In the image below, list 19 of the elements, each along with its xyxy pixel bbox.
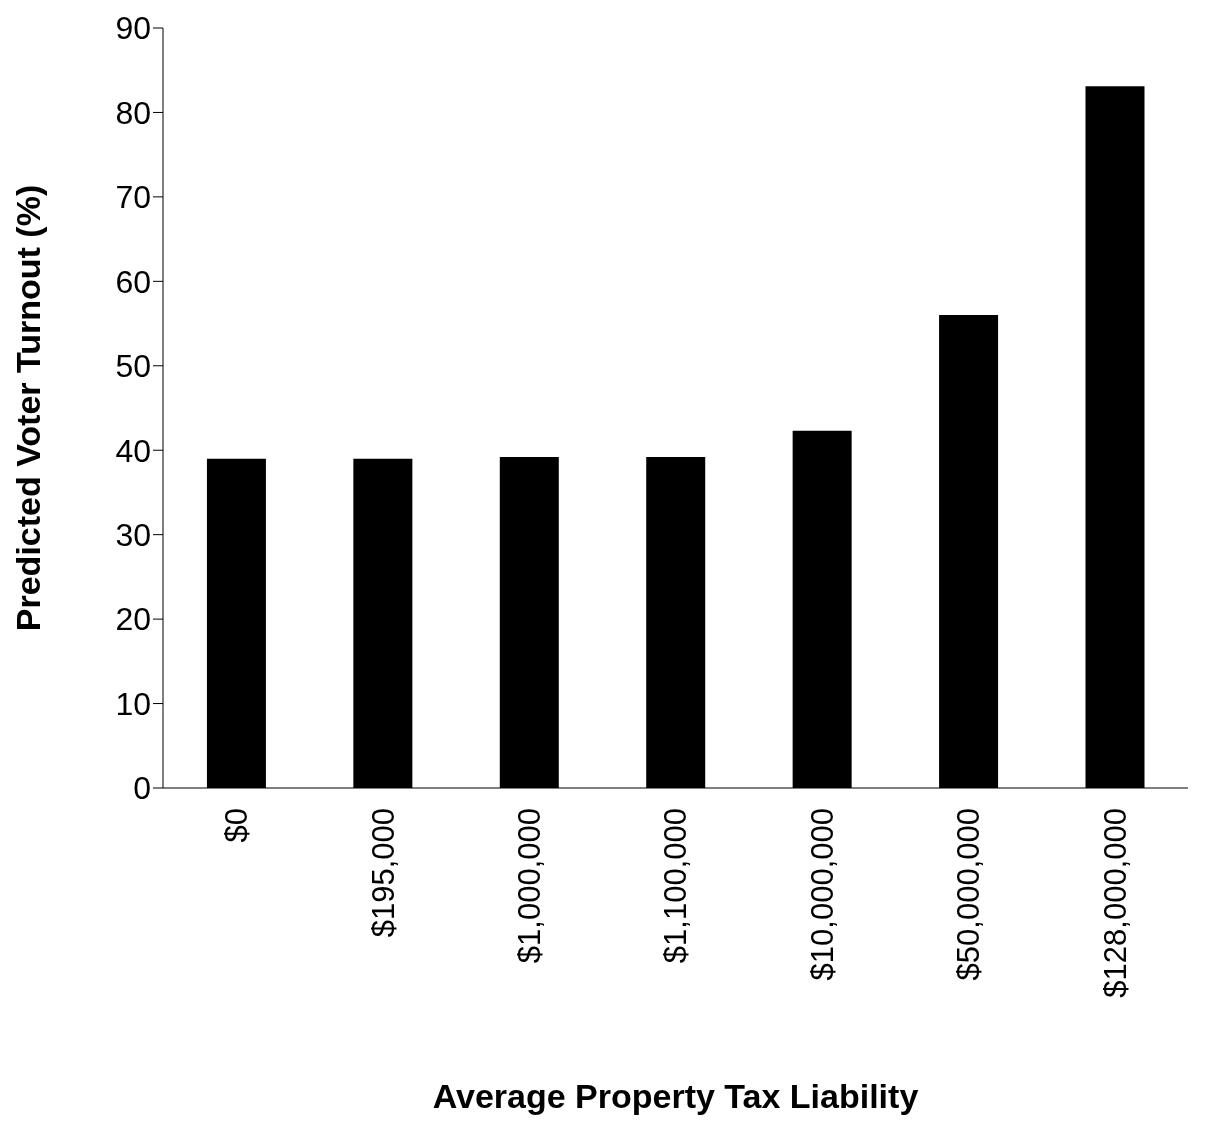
y-tick-label: 20	[115, 601, 151, 638]
x-tick-label: $195,000	[365, 808, 401, 938]
y-tick-label: 90	[115, 10, 151, 47]
x-tick-label: $128,000,000	[1097, 808, 1133, 998]
y-tick-label: 30	[115, 517, 151, 554]
y-tick-label: 60	[115, 263, 151, 300]
y-tick-label: 10	[115, 685, 151, 722]
y-tick-label: 40	[115, 432, 151, 469]
x-tick-label: $1,100,000	[658, 808, 694, 964]
x-tick-label: $10,000,000	[804, 808, 840, 981]
x-tick-label: $0	[219, 808, 255, 843]
y-tick-label: 70	[115, 179, 151, 216]
x-tick-label: $1,000,000	[511, 808, 547, 964]
y-axis-title: Predicted Voter Turnout (%)	[9, 184, 48, 632]
y-tick-label: 0	[133, 770, 151, 807]
y-tick-label: 80	[115, 94, 151, 131]
x-axis-title: Average Property Tax Liability	[432, 1077, 919, 1115]
x-tick-label: $50,000,000	[951, 808, 987, 981]
y-tick-label: 50	[115, 348, 151, 385]
